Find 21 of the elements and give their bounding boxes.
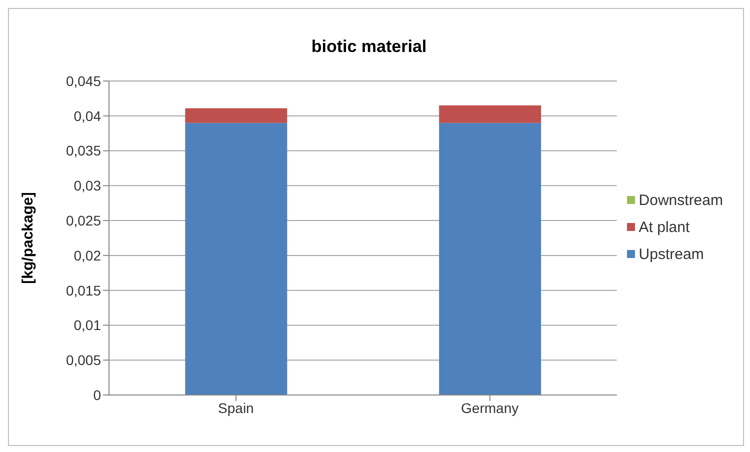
y-tick-label: 0,03 — [74, 178, 102, 194]
legend-label: Downstream — [638, 192, 723, 208]
x-tick-label: Spain — [218, 400, 254, 416]
bar — [439, 105, 542, 123]
y-tick-label: 0,04 — [74, 108, 102, 124]
y-tick-label: 0 — [93, 386, 102, 403]
legend-label: At plant — [638, 218, 691, 236]
bar — [185, 122, 288, 395]
legend-label: Upstream — [638, 246, 705, 262]
y-tick-label: 0,025 — [66, 212, 102, 229]
y-axis-title: [kg/package] — [19, 192, 36, 284]
y-tick-label: 0,01 — [74, 317, 102, 334]
y-tick-label: 0,005 — [66, 352, 102, 368]
x-tick-label: Germany — [461, 400, 519, 416]
bar — [185, 108, 288, 123]
y-tick-label: 0,02 — [74, 247, 102, 264]
bar — [439, 122, 542, 395]
y-tick-label: 0,015 — [66, 282, 102, 298]
y-tick-label: 0,045 — [66, 72, 102, 89]
chart-title: biotic material — [310, 37, 428, 57]
y-tick-label: 0,035 — [66, 142, 102, 159]
